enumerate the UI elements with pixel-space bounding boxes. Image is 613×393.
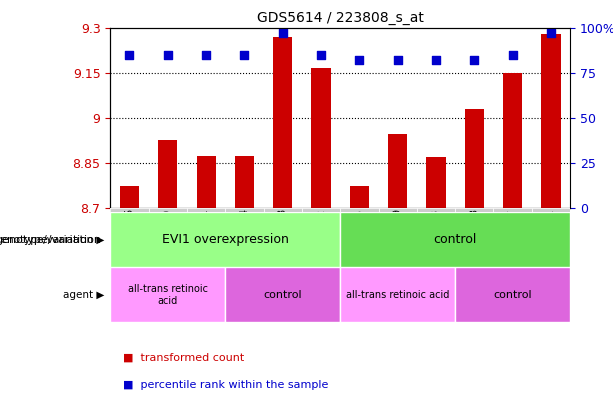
Text: GSM1633071: GSM1633071	[546, 208, 556, 274]
Text: GSM1633067: GSM1633067	[508, 208, 517, 274]
Text: control: control	[433, 233, 477, 246]
Bar	[235, 156, 254, 208]
Bar	[541, 33, 560, 208]
Point	[431, 57, 441, 63]
FancyBboxPatch shape	[531, 208, 570, 212]
FancyBboxPatch shape	[340, 208, 378, 212]
Text: GSM1633073: GSM1633073	[431, 208, 441, 274]
Text: EVI1 overexpression: EVI1 overexpression	[162, 233, 289, 246]
Text: GSM1633066: GSM1633066	[124, 208, 134, 274]
Text: GSM1633069: GSM1633069	[393, 208, 403, 274]
Bar	[503, 73, 522, 208]
Point	[240, 51, 249, 58]
Text: GSM1633074: GSM1633074	[201, 208, 211, 274]
Bar	[158, 140, 177, 208]
FancyBboxPatch shape	[110, 267, 226, 322]
Bar	[110, 208, 570, 212]
Text: all-trans retinoic acid: all-trans retinoic acid	[346, 290, 449, 300]
Bar	[388, 134, 407, 208]
FancyBboxPatch shape	[340, 267, 455, 322]
Text: all-trans retinoic
acid: all-trans retinoic acid	[128, 284, 208, 305]
Point	[470, 57, 479, 63]
FancyBboxPatch shape	[378, 208, 417, 212]
FancyBboxPatch shape	[226, 208, 264, 212]
Bar	[427, 157, 446, 208]
Bar	[350, 185, 369, 208]
Text: GSM1633063: GSM1633063	[470, 208, 479, 274]
FancyBboxPatch shape	[302, 208, 340, 212]
Bar	[120, 185, 139, 208]
FancyBboxPatch shape	[455, 208, 493, 212]
FancyBboxPatch shape	[417, 208, 455, 212]
Point	[124, 51, 134, 58]
Text: ■  transformed count: ■ transformed count	[123, 353, 244, 363]
Point	[393, 57, 403, 63]
FancyBboxPatch shape	[493, 208, 531, 212]
Point	[546, 30, 556, 36]
Text: GSM1633072: GSM1633072	[316, 208, 326, 274]
Text: GSM1633070: GSM1633070	[163, 208, 173, 274]
FancyBboxPatch shape	[110, 212, 340, 267]
FancyBboxPatch shape	[226, 267, 340, 322]
FancyBboxPatch shape	[264, 208, 302, 212]
FancyBboxPatch shape	[110, 208, 148, 212]
Title: GDS5614 / 223808_s_at: GDS5614 / 223808_s_at	[257, 11, 424, 25]
Text: GSM1633064: GSM1633064	[240, 208, 249, 274]
Text: control: control	[264, 290, 302, 300]
Point	[278, 30, 287, 36]
Bar	[273, 37, 292, 208]
FancyBboxPatch shape	[455, 267, 570, 322]
Text: control: control	[493, 290, 532, 300]
Text: agent ▶: agent ▶	[63, 290, 104, 300]
Text: ■  percentile rank within the sample: ■ percentile rank within the sample	[123, 380, 328, 390]
Point	[163, 51, 173, 58]
FancyBboxPatch shape	[340, 212, 570, 267]
Text: genotype/variation ▶: genotype/variation ▶	[0, 235, 104, 245]
FancyBboxPatch shape	[148, 208, 187, 212]
Point	[316, 51, 326, 58]
Bar	[465, 109, 484, 208]
Text: GSM1633065: GSM1633065	[354, 208, 364, 274]
Bar	[197, 156, 216, 208]
Text: GSM1633068: GSM1633068	[278, 208, 287, 274]
Point	[354, 57, 364, 63]
Bar	[311, 68, 330, 208]
Point	[508, 51, 517, 58]
Point	[201, 51, 211, 58]
Text: genotype/variation: genotype/variation	[0, 235, 101, 245]
FancyBboxPatch shape	[187, 208, 226, 212]
